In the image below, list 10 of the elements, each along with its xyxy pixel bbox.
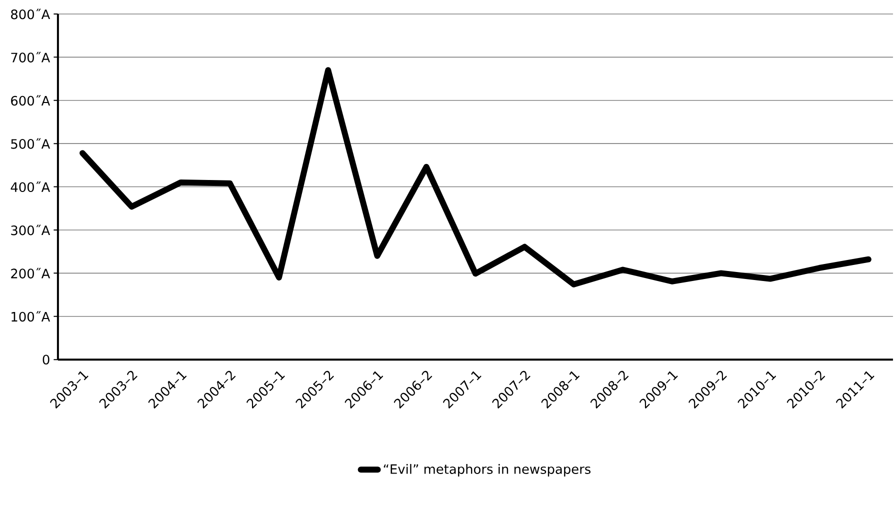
y-tick-label: 300˝A [11,224,50,236]
y-tick-label: 200˝A [11,268,50,278]
y-tick-label: 100˝A [12,310,50,322]
y-tick-label: 500˝A [11,138,50,149]
y-tick-label: 700˝A [11,52,50,62]
y-tick-label: 600˝A [11,94,50,106]
legend-label: “Evil” metaphors in newspapers [384,464,590,476]
y-tick-label: 800˝A [11,8,50,20]
y-tick-label: 0 [42,354,50,364]
y-tick-label: 400˝A [10,181,50,192]
